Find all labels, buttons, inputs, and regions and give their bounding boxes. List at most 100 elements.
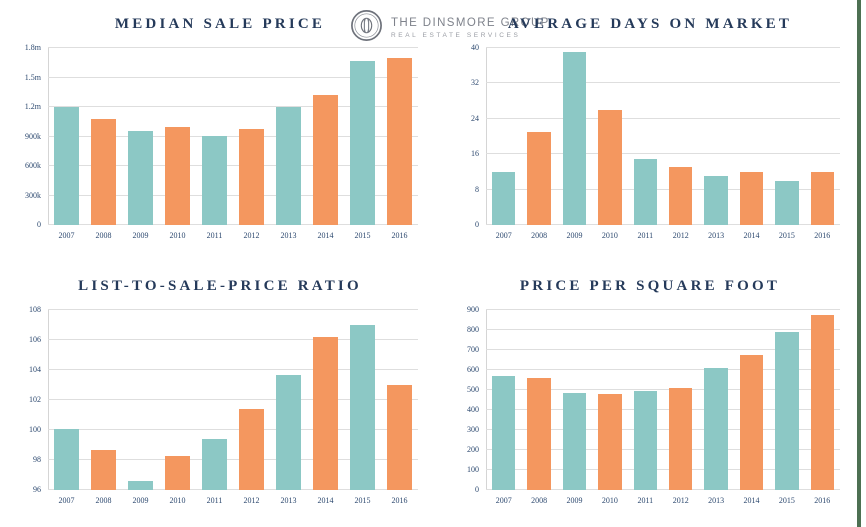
- x-axis-tick-label: 2011: [637, 496, 654, 505]
- y-axis-tick-label: 600k: [25, 161, 41, 171]
- gridline: [486, 188, 840, 190]
- bar-2011: [202, 135, 227, 225]
- gridline: [48, 459, 418, 460]
- bar-2012: [669, 167, 693, 225]
- x-axis-tick-label: 2010: [601, 231, 618, 240]
- y-axis-tick-label: 16: [471, 149, 479, 159]
- list-to-sale-price-ratio-chart: LIST-TO-SALE-PRICE RATIO 96 98 100 102 104 10…: [8, 268, 432, 520]
- bar-2009: [128, 130, 153, 225]
- bar-2007: [54, 107, 79, 225]
- y-axis-tick-label: 100: [467, 465, 479, 475]
- gridline: [486, 153, 840, 155]
- x-axis-tick-label: 2016: [391, 231, 408, 240]
- x-axis-tick-label: 2008: [95, 496, 112, 505]
- gridline: [486, 329, 840, 331]
- y-axis-tick-label: 32: [471, 78, 479, 88]
- bar-2007: [492, 376, 516, 490]
- gridline: [48, 194, 418, 196]
- y-axis-tick-label: 300: [467, 425, 479, 435]
- y-axis-tick-label: 700: [467, 345, 479, 354]
- x-axis-tick-label: 2010: [601, 496, 618, 505]
- price-per-square-foot-chart: PRICE PER SQUARE FOOT 0 100 200 300 400 500 60…: [446, 268, 854, 520]
- y-axis-tick-label: 600: [467, 365, 479, 375]
- dinsmore-group-logo: THE DINSMORE GROUP REAL ESTATE SERVICES: [350, 9, 550, 47]
- plot-area-list-to-sale-price-ratio: 96 98 100 102 104 106 108 2007 2008 2009 2010 2011 2…: [29, 305, 418, 505]
- x-axis-tick-label: 2007: [58, 496, 75, 505]
- y-axis-tick-label: 200: [467, 445, 479, 455]
- x-axis-tick-label: 2007: [495, 231, 512, 240]
- x-axis-tick-label: 2010: [169, 231, 186, 240]
- bar-2012: [239, 409, 264, 490]
- x-axis-tick-label: 2014: [743, 231, 760, 240]
- bar-2015: [775, 332, 799, 490]
- bar-2007: [54, 428, 79, 490]
- y-axis-tick-label: 8: [475, 184, 479, 194]
- chart-title-average-days-on-market: AVERAGE DAYS ON MARKET: [507, 16, 793, 32]
- gridline: [486, 309, 840, 310]
- chart-title-list-to-sale-price-ratio: LIST-TO-SALE-PRICE RATIO: [78, 278, 362, 294]
- bar-2008: [91, 118, 116, 225]
- y-axis-tick-label: 900: [467, 305, 479, 314]
- logo-tagline: REAL ESTATE SERVICES: [391, 31, 521, 39]
- bar-2009: [562, 52, 587, 225]
- x-axis-tick-label: 2009: [132, 231, 149, 240]
- bar-2016: [810, 315, 834, 490]
- average-days-on-market-chart: AVERAGE DAYS ON MARKET 0 8 16 24 32 40 2007 200…: [446, 6, 854, 258]
- y-axis-line: [486, 310, 487, 490]
- gridline: [48, 369, 418, 370]
- bar-2013: [704, 368, 728, 490]
- x-axis-tick-label: 2014: [317, 231, 334, 240]
- bar-2011: [633, 158, 657, 225]
- bar-2013: [276, 107, 301, 225]
- y-axis-tick-label: 800: [467, 325, 479, 335]
- x-axis-tick-label: 2008: [531, 231, 548, 240]
- x-axis-tick-label: 2012: [672, 496, 689, 505]
- y-axis-tick-label: 106: [29, 335, 41, 344]
- x-axis-tick-label: 2015: [778, 231, 795, 240]
- median-sale-price-chart: MEDIAN SALE PRICE 0 300k 600k 900k 1.2m 1.5m 1…: [8, 6, 432, 258]
- gridline: [486, 349, 840, 350]
- bar-2013: [276, 374, 301, 490]
- y-axis-tick-label: 108: [29, 305, 41, 314]
- x-axis-tick-label: 2011: [206, 231, 223, 240]
- bar-2015: [350, 60, 375, 225]
- x-axis-tick-label: 2015: [354, 231, 371, 240]
- bar-2010: [165, 126, 190, 225]
- y-axis-line: [48, 48, 49, 225]
- bar-2010: [598, 394, 622, 490]
- y-axis-tick-label: 100: [29, 425, 41, 435]
- logo-company-name: THE DINSMORE GROUP: [391, 16, 550, 29]
- x-axis-tick-label: 2010: [169, 496, 186, 505]
- gridline: [48, 135, 418, 137]
- x-axis-tick-label: 2016: [391, 496, 408, 505]
- y-axis-line: [486, 48, 487, 225]
- x-axis-tick-label: 2013: [280, 231, 297, 240]
- gridline: [48, 309, 418, 310]
- x-axis-tick-label: 2007: [495, 496, 512, 505]
- y-axis-tick-label: 0: [475, 220, 479, 229]
- gridline: [486, 224, 840, 225]
- plot-area-average-days-on-market: 0 8 16 24 32 40 2007 2008 2009 2010 2011 2012 2013 20…: [471, 43, 840, 240]
- bar-2008: [527, 132, 551, 225]
- y-axis-tick-label: 1.8m: [24, 43, 41, 52]
- x-axis-tick-label: 2012: [672, 231, 689, 240]
- x-axis-tick-label: 2009: [566, 231, 583, 240]
- bar-2009: [128, 481, 153, 490]
- x-axis-tick-label: 2011: [206, 496, 223, 505]
- gridline: [48, 106, 418, 107]
- bar-2015: [350, 325, 375, 490]
- y-axis-tick-label: 0: [37, 220, 41, 229]
- x-axis-tick-label: 2016: [814, 231, 831, 240]
- bar-2007: [492, 171, 516, 225]
- y-axis-tick-label: 1.5m: [24, 72, 41, 82]
- gridline: [486, 117, 840, 119]
- x-axis-tick-label: 2008: [95, 231, 112, 240]
- bar-2008: [91, 449, 116, 490]
- x-axis-tick-label: 2009: [566, 496, 583, 505]
- x-axis-tick-label: 2012: [243, 496, 260, 505]
- gridline: [48, 76, 418, 78]
- gridline: [486, 449, 840, 451]
- gridline: [48, 429, 418, 430]
- bar-2012: [669, 388, 693, 490]
- bar-2016: [387, 57, 412, 225]
